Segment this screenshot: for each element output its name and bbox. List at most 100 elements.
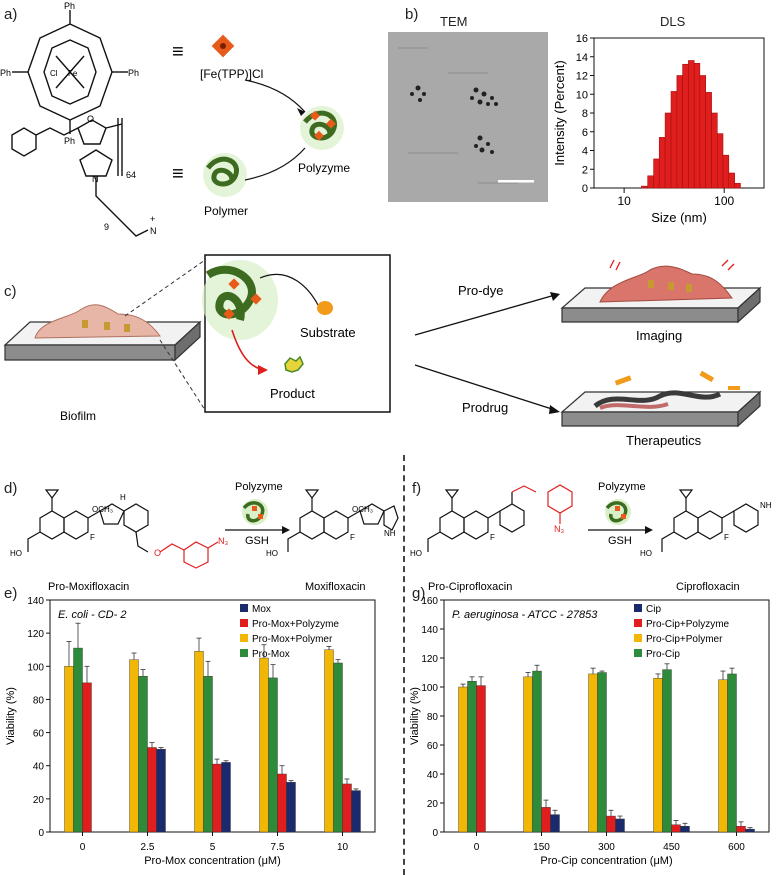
pro-ciprofloxacin-structure	[427, 489, 525, 552]
tem-image	[388, 32, 548, 202]
dls-bar	[734, 183, 741, 189]
legend-swatch	[634, 649, 642, 657]
dls-bar	[688, 60, 695, 189]
panel-label-c: c)	[4, 283, 17, 300]
bar	[259, 657, 269, 833]
bar	[286, 782, 296, 833]
fetpp-icon	[211, 34, 235, 58]
dls-bar	[641, 185, 649, 189]
dls-ytick-label: 8	[582, 108, 588, 120]
substrate-icon	[317, 301, 333, 315]
legend-swatch	[240, 604, 248, 612]
pro-moxifloxacin-structure	[27, 489, 149, 553]
bar	[532, 670, 542, 833]
legend-label: Cip	[646, 604, 661, 615]
repeat-64: 64	[126, 170, 136, 180]
dls-bar	[653, 158, 660, 189]
polymer-n: N	[92, 174, 99, 184]
pro-cip-label: Pro-Ciprofloxacin	[428, 581, 512, 593]
x-axis-label: Pro-Mox concentration (μM)	[144, 855, 281, 867]
mox-ho: HO	[266, 549, 278, 558]
mox-och3: OCH₃	[352, 505, 373, 514]
ph-left: Ph	[0, 68, 11, 78]
panel-label-f: f)	[412, 480, 422, 497]
ytick-label: 0	[432, 828, 438, 839]
dls-ytick-label: 6	[582, 127, 588, 139]
legend-label: Mox	[252, 604, 271, 615]
panel-label-e: e)	[4, 585, 18, 602]
xtick-label: 600	[728, 842, 745, 853]
polyzyme-catalyst-f: Polyzyme	[598, 481, 646, 493]
legend-label: Pro-Mox+Polymer	[252, 634, 333, 645]
tem-title: TEM	[440, 14, 468, 29]
panel-f-graphic: N₃ F HO Pro-Ciprofloxacin Polyzyme GSH F…	[410, 481, 772, 593]
panel-divider	[403, 455, 405, 875]
polyzyme-icon	[300, 106, 344, 150]
bar	[615, 818, 625, 833]
pro-mox-label: Pro-Moxifloxacin	[48, 581, 129, 593]
ytick-label: 100	[421, 683, 438, 694]
dls-ytick-label: 16	[576, 33, 588, 45]
ciprofloxacin-structure	[661, 489, 759, 552]
bar	[138, 676, 148, 833]
substrate-label: Substrate	[300, 325, 356, 340]
dls-ytick-label: 0	[582, 183, 588, 195]
bar	[64, 666, 74, 833]
dls-bar	[647, 175, 654, 189]
pro-mox-ho: HO	[10, 549, 22, 558]
bar	[588, 673, 598, 833]
imaging-label: Imaging	[636, 328, 682, 343]
panel-a-graphic: Ph Ph Ph Ph Fe Cl O N 64 9 N + ≡ ≡ [Fe(T…	[0, 1, 350, 237]
ph-right: Ph	[128, 68, 139, 78]
dls-bar	[705, 92, 712, 189]
ytick-label: 40	[427, 770, 439, 781]
polyzyme-icon-f	[605, 499, 631, 525]
dls-bar	[722, 154, 730, 189]
zoom-polyzyme	[202, 260, 278, 340]
panel-d-graphic: O N₃ OCH₃ F HO H Pro-Moxifloxacin Polyzy…	[10, 481, 399, 593]
ammonium-n: N	[150, 226, 157, 236]
pro-cip-n3: N₃	[554, 524, 564, 534]
ytick-label: 140	[421, 625, 438, 636]
xtick-label: 0	[80, 842, 86, 853]
bar	[541, 807, 551, 833]
equiv-sign-1: ≡	[172, 41, 184, 63]
bar	[156, 748, 166, 833]
ytick-label: 80	[33, 695, 45, 706]
bar	[268, 677, 278, 833]
x-axis-label: Pro-Cip concentration (μM)	[540, 855, 672, 867]
therapeutics-slab	[560, 370, 762, 428]
dls-ytick-label: 10	[576, 89, 588, 101]
dls-title: DLS	[660, 14, 686, 29]
xtick-label: 2.5	[141, 842, 155, 853]
bar	[129, 659, 139, 833]
product-icon	[284, 355, 304, 373]
ytick-label: 20	[427, 799, 439, 810]
dls-bar	[716, 133, 724, 189]
ytick-label: 80	[427, 712, 439, 723]
equiv-sign-2: ≡	[172, 163, 184, 185]
bar	[718, 679, 728, 833]
polymer-o: O	[87, 114, 94, 124]
gsh-d: GSH	[245, 535, 269, 547]
legend-label: Pro-Mox	[252, 649, 290, 660]
dls-ytick-label: 12	[576, 71, 588, 83]
bar	[653, 678, 663, 833]
legend-label: Pro-Cip+Polymer	[646, 634, 723, 645]
chart-title: E. coli - CD- 2	[58, 609, 126, 621]
bar	[745, 828, 755, 833]
xtick-label: 5	[210, 842, 216, 853]
polymer-structure	[11, 118, 149, 237]
bar	[342, 783, 352, 833]
mox-f: F	[350, 533, 355, 542]
xtick-label: 10	[337, 842, 349, 853]
pro-mox-n3: N₃	[218, 536, 228, 546]
pro-mox-o: O	[154, 548, 161, 558]
bar	[194, 651, 204, 833]
dls-ytick-label: 14	[576, 52, 588, 64]
ytick-label: 60	[427, 741, 439, 752]
bar	[458, 686, 468, 833]
dls-bar	[682, 63, 689, 189]
legend-swatch	[240, 649, 248, 657]
ph-top: Ph	[64, 1, 75, 11]
